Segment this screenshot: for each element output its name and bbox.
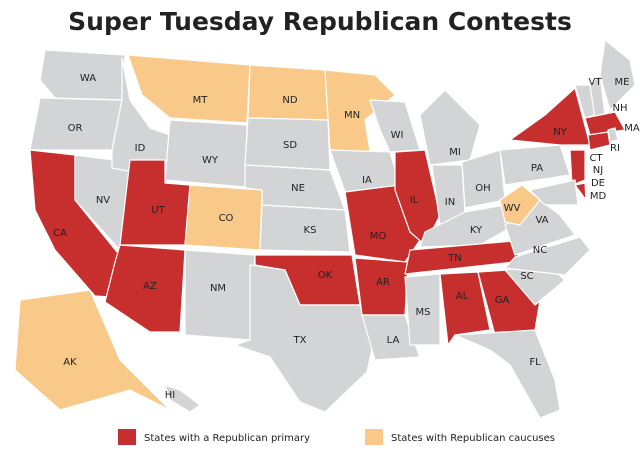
state-label: UT [151,205,165,216]
state [164,119,248,188]
legend-label: States with Republican caucuses [391,433,555,444]
state-label: IA [362,175,372,186]
state [14,289,171,411]
state-label: NV [96,195,110,206]
state-label: WA [80,73,96,84]
state-label: NY [553,127,567,138]
state-label: ID [135,143,146,154]
state-label: LA [387,335,400,346]
state [599,39,636,111]
state-label: OR [68,123,83,134]
state-label: PA [531,163,543,174]
legend-swatch [365,429,383,445]
state [569,149,586,186]
state-label: FL [529,357,541,368]
state-label: AZ [143,281,157,292]
state [184,249,256,341]
state-label: MI [449,147,461,158]
state-label: DE [591,178,605,189]
state-label: ME [615,77,630,88]
state-label: WI [391,130,404,141]
state-label: IL [410,195,419,206]
state-label: NM [210,283,226,294]
state-label: AR [376,277,390,288]
state [259,204,351,253]
state-label: AK [63,357,77,368]
state-label: KS [304,225,317,236]
state-label: TN [447,253,462,264]
legend-label: States with a Republican primary [144,433,310,444]
state-label: AL [456,291,469,302]
state-label: VT [589,77,603,88]
state [509,87,591,146]
state-label: CO [219,213,234,224]
state-label: MS [416,307,431,318]
state [504,236,591,276]
state-label: VA [535,215,548,226]
map-title: Super Tuesday Republican Contests [68,7,572,36]
state-label: CT [589,153,603,164]
state-label: SD [283,140,297,151]
state [404,273,441,346]
state-label: IN [445,197,455,208]
state-label: MD [590,191,607,202]
state [439,271,491,346]
state [454,329,561,419]
state-label: NC [533,245,547,256]
state-label: GA [495,295,510,306]
state-label: MA [624,123,640,134]
state [587,131,611,151]
state-label: NH [613,103,628,114]
state [127,54,251,124]
state [499,144,571,186]
state-label: HI [165,390,175,401]
state [247,64,329,121]
state-label: RI [610,143,620,154]
state [499,184,541,226]
state-label: MO [370,231,387,242]
state-label: SC [520,271,533,282]
state-label: MT [193,95,209,106]
state [234,264,375,413]
state [574,182,587,201]
state-label: OK [318,270,333,281]
state-label: ND [282,95,297,106]
state [164,384,201,413]
state-label: NJ [593,165,603,176]
state [529,179,579,206]
state-label: TX [293,335,307,346]
state-label: CA [53,228,67,239]
state [369,99,421,153]
state-label: KY [470,225,483,236]
state-label: WY [202,155,219,166]
state-label: OH [475,183,490,194]
state-label: MN [344,110,360,121]
state-label: NE [291,183,305,194]
state-label: WV [504,203,521,214]
state [419,89,481,166]
legend-swatch [118,429,136,445]
